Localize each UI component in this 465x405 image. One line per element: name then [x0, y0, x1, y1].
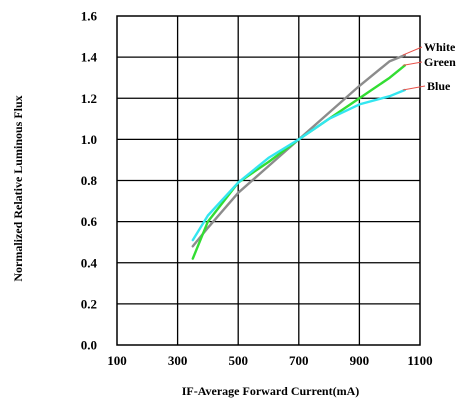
x-tick-label: 700 [289, 353, 309, 368]
y-tick-label: 1.4 [81, 50, 98, 65]
y-tick-label: 0.8 [81, 173, 98, 188]
grid [117, 16, 420, 345]
y-tick-label: 0.6 [81, 214, 98, 229]
tick-labels: 100 300 500 700 900 1100 0.0 0.2 0.4 0.6 0.8 1.0 1.2… [81, 9, 433, 369]
x-tick-label: 900 [350, 353, 370, 368]
legend-label-white: White [424, 40, 456, 54]
x-tick-label: 500 [228, 353, 248, 368]
legend-pointer-white [402, 46, 423, 56]
legend-pointer-blue [402, 85, 426, 91]
x-axis-title: IF-Average Forward Current(mA) [182, 384, 360, 398]
y-tick-label: 1.6 [81, 9, 98, 24]
y-tick-label: 0.2 [81, 296, 97, 311]
y-tick-label: 0.0 [81, 338, 97, 353]
y-tick-label: 1.2 [81, 91, 97, 106]
y-axis-title: Normalized Relative Luminous Flux [11, 95, 25, 281]
legend-label-blue: Blue [427, 79, 451, 93]
y-tick-label: 0.4 [81, 255, 98, 270]
x-tick-label: 300 [168, 353, 188, 368]
x-tick-label: 100 [107, 353, 127, 368]
series-line-blue [191, 88, 406, 242]
legend-pointer-green [402, 61, 423, 66]
y-tick-label: 1.0 [81, 132, 97, 147]
plot-border [116, 15, 421, 346]
series-lines [191, 53, 406, 260]
x-tick-label: 1100 [407, 353, 432, 368]
legend-label-green: Green [424, 55, 456, 69]
